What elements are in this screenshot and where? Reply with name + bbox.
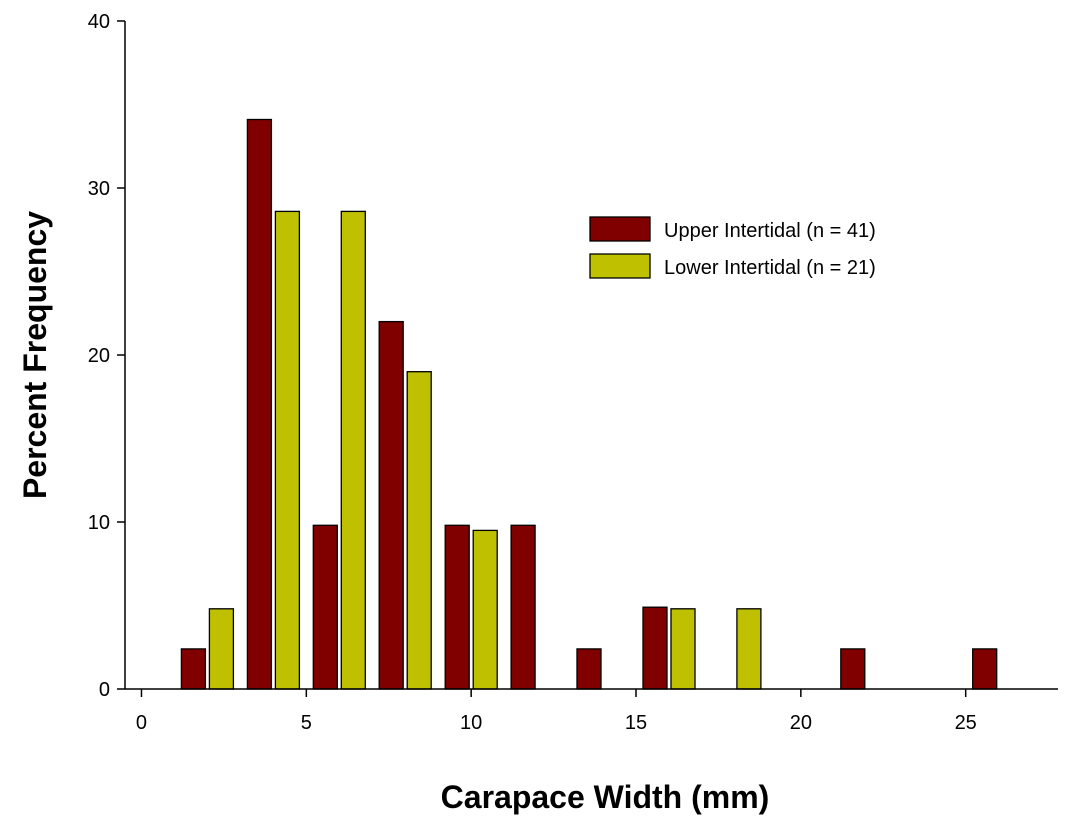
bar-upper-6 [576,648,602,690]
bar-upper-7 [642,606,668,690]
bar-lower-3 [406,371,432,690]
legend-swatch-lower [589,253,651,279]
x-tick-label: 5 [301,712,312,734]
legend-swatch-upper [589,216,651,242]
legend-label-upper: Upper Intertidal (n = 41) [664,220,876,242]
bar-upper-0 [180,648,207,690]
bar-upper-3 [378,320,404,690]
x-tick-label: 0 [136,712,147,734]
x-axis-title: Carapace Width (mm) [441,779,770,815]
x-tick-label: 10 [460,712,482,734]
bar-lower-5 [670,608,696,690]
x-tick-label: 15 [625,712,647,734]
y-tick-label: 10 [88,512,110,534]
bar-lower-0 [208,608,235,690]
y-tick-label: 30 [88,178,110,200]
bar-upper-4 [444,524,470,690]
y-tick-label: 40 [88,11,110,33]
x-tick-label: 20 [790,712,812,734]
y-tick-label: 20 [88,345,110,367]
legend: Upper Intertidal (n = 41) Lower Intertida… [589,216,876,279]
legend-label-lower: Lower Intertidal (n = 21) [664,257,876,279]
y-tick-label: 0 [99,679,110,701]
bar-upper-5 [510,524,536,690]
y-axis-title: Percent Frequency [17,211,53,499]
bars-group [180,118,998,690]
bar-upper-8 [840,648,866,690]
ticks-group: 0 10 20 30 40 0 5 10 15 20 25 [88,11,977,734]
bar-lower-1 [274,210,301,690]
bar-lower-6 [736,608,762,690]
bar-upper-1 [246,118,273,690]
x-tick-label: 25 [955,712,977,734]
bar-upper-2 [312,524,338,690]
bar-upper-9 [972,648,998,690]
bar-lower-2 [340,210,366,690]
bar-lower-4 [472,529,498,690]
